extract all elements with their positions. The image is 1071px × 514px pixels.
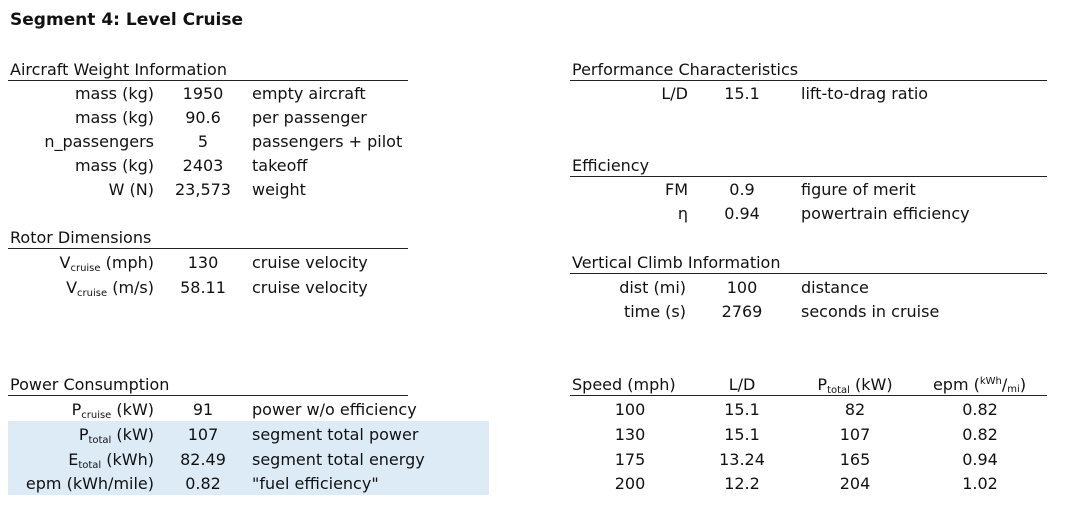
efficiency-header: Efficiency (572, 156, 650, 175)
ld-col-header: L/D (728, 375, 756, 394)
performance-desc-0: lift-to-drag ratio (801, 84, 929, 103)
speed-col-header: Speed (mph) (572, 375, 676, 394)
weight-desc-3: takeoff (252, 156, 308, 175)
climb-desc-1: seconds in cruise (801, 302, 940, 321)
power-label-3: epm (kWh/mile) (25, 474, 154, 493)
ptotal-cell: 82 (844, 400, 866, 419)
weight-value-3: 2403 (182, 156, 224, 175)
power-desc-2: segment total energy (252, 450, 425, 469)
efficiency-label-1: η (677, 204, 688, 223)
ptotal-cell: 204 (839, 474, 871, 493)
efficiency-value-0: 0.9 (729, 180, 755, 199)
weight-desc-2: passengers + pilot (252, 132, 403, 151)
power-desc-3: "fuel efficiency" (252, 474, 379, 493)
power-value-3: 0.82 (185, 474, 221, 493)
ptotal-col-header: Ptotal (kW) (817, 375, 893, 396)
rotor-header-rule (8, 248, 408, 249)
power-desc-1: segment total power (252, 425, 419, 444)
power-label-1: Ptotal (kW) (78, 425, 154, 446)
weight-label-1: mass (kg) (74, 108, 154, 127)
weight-value-0: 1950 (182, 84, 224, 103)
epm-cell: 0.94 (962, 450, 998, 469)
weight-label-3: mass (kg) (74, 156, 154, 175)
power-value-0: 91 (192, 400, 214, 419)
climb-header: Vertical Climb Information (572, 253, 781, 272)
climb-label-1: time (s) (623, 302, 686, 321)
climb-value-0: 100 (726, 278, 758, 297)
ld-cell: 13.24 (719, 450, 765, 469)
ptotal-cell: 165 (839, 450, 871, 469)
rotor-header: Rotor Dimensions (10, 228, 152, 247)
climb-label-0: dist (mi) (619, 278, 686, 297)
efficiency-desc-1: powertrain efficiency (801, 204, 970, 223)
performance-value-0: 15.1 (724, 84, 760, 103)
power-value-1: 107 (187, 425, 219, 444)
speed-cell: 130 (614, 425, 646, 444)
epm-col-header: epm (kWh/mi) (932, 375, 1027, 395)
rotor-label-0: Vcruise (mph) (59, 253, 155, 274)
power-header: Power Consumption (10, 375, 170, 394)
rotor-value-0: 130 (187, 253, 219, 272)
page-title: Segment 4: Level Cruise (10, 10, 244, 30)
weight-label-0: mass (kg) (74, 84, 154, 103)
weight-header-rule (8, 80, 408, 81)
weight-desc-1: per passenger (252, 108, 367, 127)
ptotal-cell: 107 (839, 425, 871, 444)
ld-cell: 12.2 (724, 474, 760, 493)
rotor-label-1: Vcruise (m/s) (66, 278, 154, 299)
performance-header-rule (570, 80, 1047, 81)
speed-table-header-rule (570, 395, 1047, 396)
power-highlight (8, 421, 489, 495)
climb-desc-0: distance (801, 278, 869, 297)
speed-cell: 100 (614, 400, 646, 419)
power-label-0: Pcruise (kW) (71, 400, 154, 421)
rotor-desc-0: cruise velocity (252, 253, 368, 272)
weight-header: Aircraft Weight Information (10, 60, 227, 79)
weight-desc-4: weight (252, 180, 306, 199)
ld-cell: 15.1 (724, 400, 760, 419)
weight-value-2: 5 (197, 132, 209, 151)
efficiency-desc-0: figure of merit (801, 180, 916, 199)
speed-cell: 200 (614, 474, 646, 493)
weight-desc-0: empty aircraft (252, 84, 366, 103)
efficiency-header-rule (570, 176, 1047, 177)
power-desc-0: power w/o efficiency (252, 400, 417, 419)
epm-cell: 0.82 (962, 400, 998, 419)
power-label-2: Etotal (kWh) (68, 450, 154, 471)
power-header-rule (8, 395, 408, 396)
ld-cell: 15.1 (724, 425, 760, 444)
weight-value-4: 23,573 (175, 180, 231, 199)
rotor-value-1: 58.11 (180, 278, 226, 297)
climb-value-1: 2769 (721, 302, 763, 321)
epm-cell: 1.02 (962, 474, 998, 493)
efficiency-value-1: 0.94 (724, 204, 760, 223)
performance-header: Performance Characteristics (572, 60, 799, 79)
performance-label-0: L/D (661, 84, 688, 103)
speed-cell: 175 (614, 450, 646, 469)
climb-header-rule (570, 273, 1047, 274)
efficiency-label-0: FM (664, 180, 688, 199)
weight-label-4: W (N) (108, 180, 154, 199)
epm-cell: 0.82 (962, 425, 998, 444)
weight-value-1: 90.6 (185, 108, 221, 127)
power-value-2: 82.49 (180, 450, 226, 469)
weight-label-2: n_passengers (44, 132, 154, 151)
rotor-desc-1: cruise velocity (252, 278, 368, 297)
